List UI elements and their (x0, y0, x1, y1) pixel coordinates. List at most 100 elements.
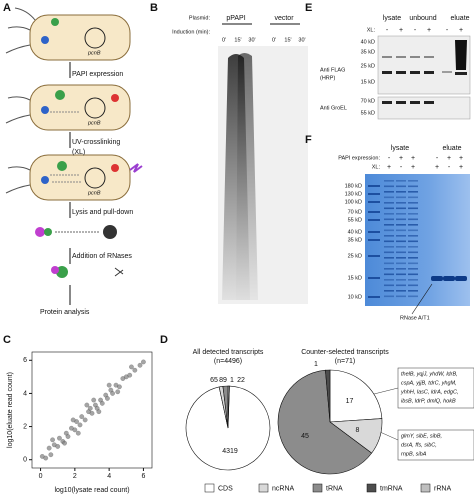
gene-box: thelB, yqjJ, yhdW, ldrB, cspA, yjjB, tdrC… (369, 367, 474, 409)
band (384, 284, 394, 287)
marker-label: 55 kD (348, 217, 362, 223)
band (384, 240, 394, 243)
band (408, 273, 418, 276)
point (110, 391, 115, 396)
band (408, 262, 418, 265)
xl-label: XL: (367, 27, 376, 33)
point (105, 396, 110, 401)
charts: 0 2 4 6 0 2 4 6 log10(lysate read count) log10(el… (7, 349, 452, 494)
papi-sign: - (436, 155, 439, 162)
band (396, 268, 406, 270)
marker-label: 70 kD (361, 98, 375, 104)
band (408, 213, 418, 215)
band (396, 279, 406, 281)
band (384, 202, 394, 204)
marker-label: 55 kD (361, 110, 375, 116)
band (384, 251, 394, 254)
xl-sign: - (386, 27, 389, 34)
band (396, 257, 406, 259)
point (62, 440, 67, 446)
point (106, 382, 112, 388)
step-label: Protein analysis (40, 309, 90, 316)
legend-swatch (312, 483, 323, 493)
band (408, 240, 418, 243)
point (48, 452, 54, 458)
band (384, 224, 394, 226)
xl-label: XL: (372, 164, 381, 170)
pie-title: All detected transcripts (193, 349, 264, 356)
marker-label: 15 kD (361, 79, 375, 85)
point (79, 414, 85, 419)
marker-band (368, 277, 380, 279)
step-label: Lysis and pull-down (72, 209, 133, 216)
xl-sign: + (459, 164, 463, 171)
point (89, 410, 95, 416)
band (384, 180, 394, 182)
gene-label: pcnB (87, 120, 101, 126)
point (77, 422, 83, 428)
gene-list: ibsB, ldrP, dmlQ, hokB (401, 398, 456, 404)
band (408, 284, 418, 287)
papi-sign: - (388, 155, 391, 162)
band (396, 262, 406, 265)
marker-band (368, 201, 380, 203)
marker-label: 40 kD (361, 39, 375, 45)
plasmid: pPAPI (226, 15, 245, 22)
legend-swatch (366, 483, 377, 493)
pie-slice (329, 369, 383, 423)
band (384, 191, 394, 193)
gene-list: dsrA, ffs, sibC, (401, 442, 437, 448)
xl-sign: + (399, 27, 403, 34)
band (408, 268, 418, 270)
gene-box: glmY, sibE, sibB, dsrA, ffs, sibC, rnpB, s… (379, 429, 474, 461)
lane-label: 0' (272, 37, 276, 43)
marker-label: 25 kD (361, 63, 375, 69)
marker-band (368, 231, 380, 233)
marker-label: 100 kD (345, 199, 362, 205)
blot (377, 96, 471, 120)
band (396, 284, 406, 287)
point (137, 362, 143, 368)
cell-illustrations (5, 7, 143, 305)
band (384, 268, 394, 270)
plot-frame (31, 351, 153, 469)
band (408, 191, 418, 193)
step-label: Addition of RNases (72, 253, 132, 260)
annotation: RNase A/T1 (400, 315, 430, 321)
band (396, 235, 406, 237)
band (408, 290, 418, 292)
band (384, 207, 394, 210)
point (96, 409, 102, 415)
band (384, 273, 394, 276)
lane-label: 30' (298, 37, 305, 43)
band (396, 240, 406, 243)
marker-band (368, 193, 380, 195)
value-label: 1 (230, 377, 234, 384)
band (431, 276, 443, 281)
value-label: 45 (301, 433, 309, 440)
plasmid-label: Plasmid: (189, 15, 211, 21)
lane-label: 15' (234, 37, 241, 43)
marker-band (368, 211, 380, 213)
pie-subtitle: (n=71) (335, 358, 355, 365)
gene-list: cspA, yjjB, tdrC, yhgM, (401, 380, 457, 386)
band (384, 295, 394, 298)
papi-sign: + (411, 155, 415, 162)
point (65, 434, 71, 439)
legend-swatch (420, 483, 431, 493)
pie-slice (227, 385, 230, 429)
panel-label: B (150, 2, 158, 14)
antibody-label: Anti GroEL (320, 105, 347, 111)
band (384, 185, 394, 188)
point (99, 401, 105, 406)
value-label: 65 (210, 377, 218, 384)
band (408, 279, 418, 281)
group-label: eluate (450, 15, 469, 22)
band (396, 196, 406, 199)
induction-label: Induction (min): (172, 29, 210, 35)
value-label: 22 (237, 377, 245, 384)
band (408, 224, 418, 226)
point (129, 364, 134, 370)
header: lysate unbound eluate XL: - + - + - +40 kD 35 kD 25… (361, 15, 470, 117)
